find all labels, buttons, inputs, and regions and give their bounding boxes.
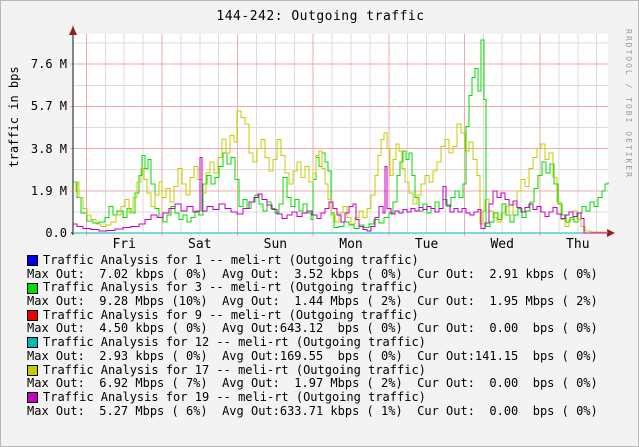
- y-tick-label: 5.7 M: [30, 99, 67, 114]
- y-tick-label: 3.8 M: [30, 141, 67, 156]
- legend-series-stats: Max Out: 6.92 Mbps ( 7%) Avg Out: 1.97 M…: [27, 376, 598, 391]
- legend-color-swatch: [27, 364, 38, 376]
- chart-title: 144-242: Outgoing traffic: [216, 9, 425, 24]
- legend-series-stats: Max Out: 9.28 Mbps (10%) Avg Out: 1.44 M…: [27, 294, 598, 309]
- legend-entry: Traffic Analysis for 9 -- meli-rt (Outgo…: [27, 307, 627, 323]
- x-tick-label-tue: Tue: [414, 237, 439, 252]
- x-tick-label-thu: Thu: [566, 237, 590, 252]
- y-axis-arrow-icon: [69, 26, 77, 35]
- legend-series-stats: Max Out: 2.93 kbps ( 0%) Avg Out:169.55 …: [27, 348, 598, 363]
- legend-series-name: Traffic Analysis for 3 -- meli-rt (Outgo…: [43, 280, 419, 295]
- legend: Traffic Analysis for 1 -- meli-rt (Outgo…: [27, 253, 627, 418]
- legend-series-name: Traffic Analysis for 1 -- meli-rt (Outgo…: [43, 253, 419, 267]
- x-tick-label-sat: Sat: [188, 237, 212, 252]
- series-line-6: [73, 157, 608, 234]
- legend-series-stats: Max Out: 7.02 kbps ( 0%) Avg Out: 3.52 k…: [27, 266, 598, 281]
- legend-entry: Traffic Analysis for 17 -- meli-rt (Outg…: [27, 362, 627, 378]
- y-tick-label: 7.6 M: [30, 57, 67, 72]
- y-tick-label: 1.9 M: [30, 183, 67, 198]
- legend-color-swatch: [27, 392, 38, 404]
- traffic-chart-plot: [69, 26, 615, 237]
- legend-series-stats: Max Out: 4.50 kbps ( 0%) Avg Out:643.12 …: [27, 321, 598, 336]
- legend-series-stats: Max Out: 5.27 Mbps ( 6%) Avg Out:633.71 …: [27, 403, 598, 418]
- legend-series-name: Traffic Analysis for 9 -- meli-rt (Outgo…: [43, 307, 419, 322]
- x-tick-label-mon: Mon: [339, 237, 363, 252]
- legend-color-swatch: [27, 310, 38, 322]
- x-tick-label-fri: Fri: [112, 237, 136, 252]
- rrdtool-watermark: RRDTOOL / TOBI OETIKER: [624, 29, 633, 179]
- legend-color-swatch: [27, 255, 38, 267]
- x-axis-arrow-icon: [607, 229, 615, 237]
- series-line-5: [73, 110, 608, 233]
- legend-series-name: Traffic Analysis for 17 -- meli-rt (Outg…: [43, 362, 426, 377]
- legend-series-name: Traffic Analysis for 12 -- meli-rt (Outg…: [43, 335, 426, 350]
- legend-entry: Traffic Analysis for 3 -- meli-rt (Outgo…: [27, 281, 627, 295]
- legend-series-name: Traffic Analysis for 19 -- meli-rt (Outg…: [43, 389, 426, 404]
- legend-entry: Traffic Analysis for 1 -- meli-rt (Outgo…: [27, 253, 627, 268]
- legend-entry: Traffic Analysis for 12 -- meli-rt (Outg…: [27, 335, 627, 350]
- legend-entry: Traffic Analysis for 19 -- meli-rt (Outg…: [27, 389, 627, 405]
- legend-color-swatch: [27, 282, 38, 294]
- x-tick-label-wed: Wed: [490, 237, 514, 252]
- x-tick-label-sun: Sun: [263, 237, 288, 252]
- y-tick-label: 0.0: [45, 226, 67, 240]
- legend-color-swatch: [27, 337, 38, 349]
